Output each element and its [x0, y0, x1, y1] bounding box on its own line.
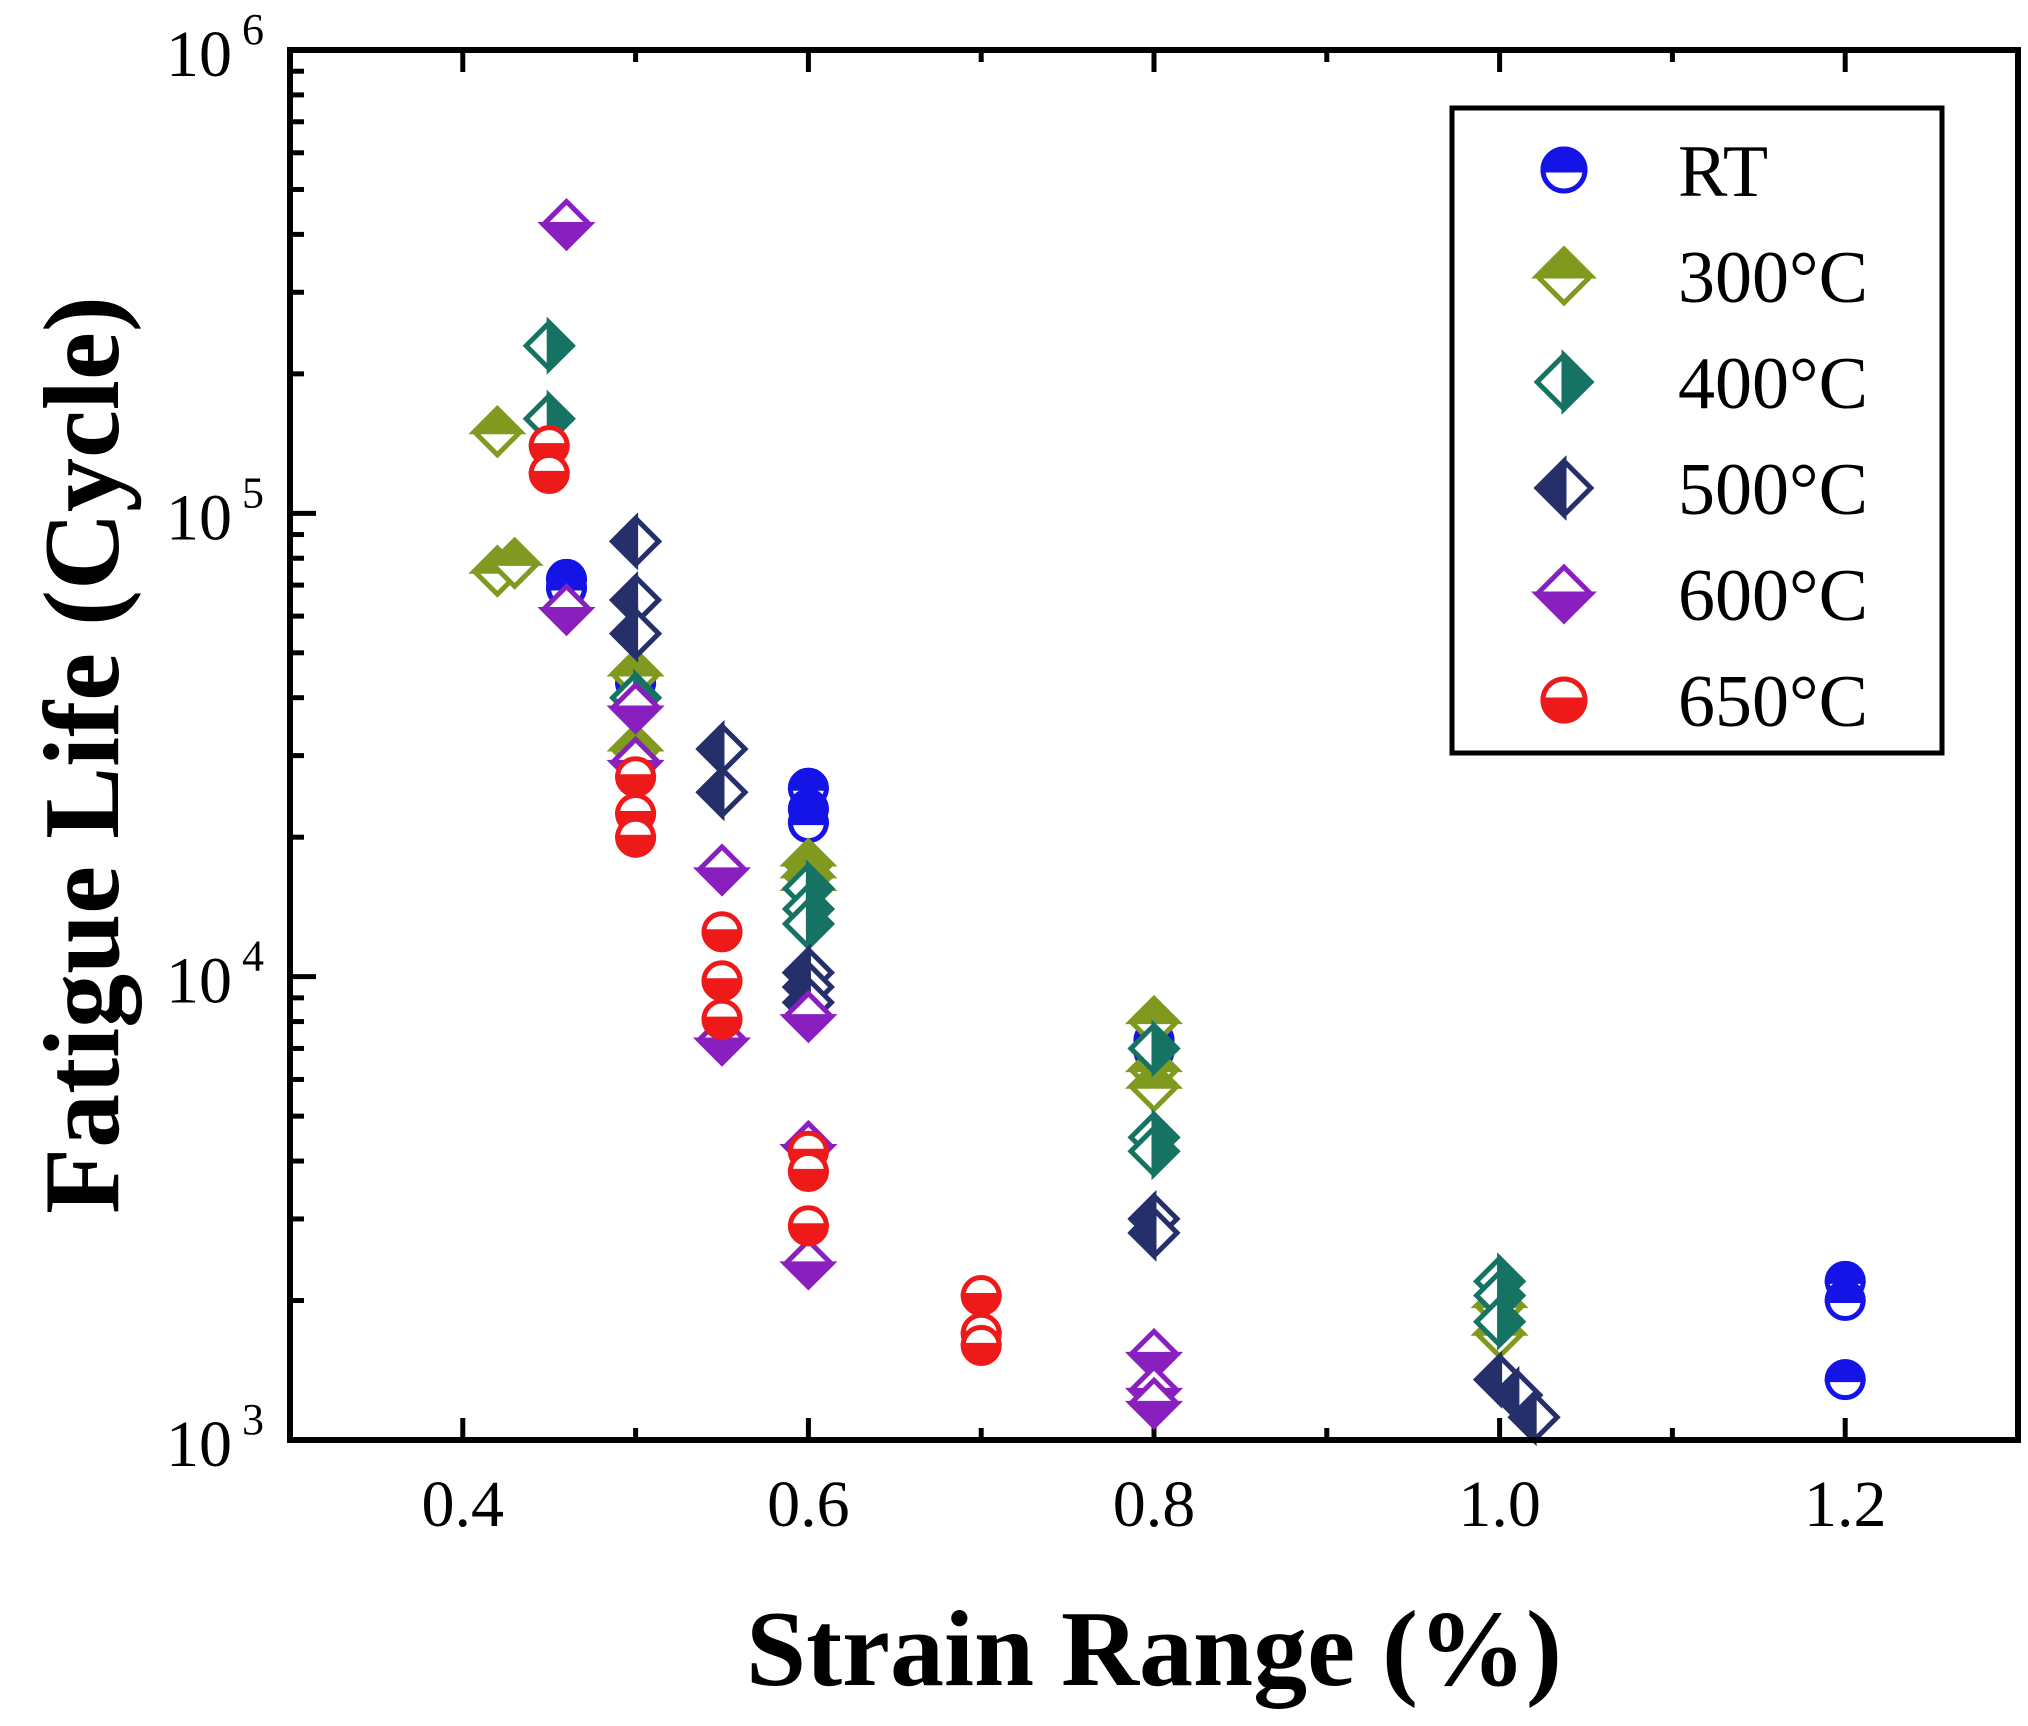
data-point [528, 452, 570, 494]
x-tick-label: 1.0 [1458, 1468, 1541, 1541]
legend-label: 300°C [1678, 237, 1868, 319]
data-point [960, 1275, 1002, 1317]
data-point [701, 998, 743, 1040]
data-point [692, 1013, 752, 1067]
legend-label: 650°C [1678, 661, 1868, 743]
data-point [522, 316, 576, 375]
data-points [468, 197, 1866, 1447]
data-point [615, 816, 657, 858]
x-tick-labels: 0.4 0.6 0.8 1.0 1.2 [422, 1468, 1887, 1541]
data-point [787, 1150, 829, 1192]
data-point [960, 1324, 1002, 1366]
data-point [615, 756, 657, 798]
data-point [609, 512, 663, 571]
y-tick-exponent: 4 [242, 932, 264, 981]
data-point [695, 719, 749, 779]
y-axis-title: Fatigue Life (Cycle) [23, 296, 142, 1214]
data-point [606, 681, 665, 735]
x-tick-label: 0.4 [422, 1468, 505, 1541]
y-tick-base: 10 [166, 481, 232, 554]
legend-label: 600°C [1678, 555, 1868, 637]
x-tick-label: 0.6 [767, 1468, 850, 1541]
data-point [1473, 1292, 1527, 1351]
data-point [468, 405, 527, 459]
data-point [609, 604, 663, 663]
x-tick-label: 0.8 [1113, 1468, 1196, 1541]
data-point [695, 763, 749, 822]
legend-box [1449, 105, 1945, 756]
data-point [1127, 1122, 1181, 1181]
y-tick-base: 10 [166, 18, 232, 91]
data-point [692, 843, 752, 897]
data-point [779, 1237, 838, 1291]
data-point [485, 536, 544, 590]
data-point [1507, 1388, 1561, 1447]
y-tick-label: 10 [166, 18, 232, 91]
legend: RT 300°C 400°C 500°C 600°C 650°C [1449, 105, 1945, 756]
data-point [537, 197, 596, 252]
legend-marker [1533, 349, 1595, 415]
data-point [1127, 1203, 1181, 1262]
data-point [1824, 1280, 1866, 1322]
legend-label: RT [1678, 131, 1768, 213]
data-point [779, 990, 838, 1044]
legend-marker [1540, 146, 1588, 194]
data-point [701, 960, 743, 1002]
x-axis-title: Strain Range (%) [746, 1590, 1562, 1709]
data-point [1127, 1019, 1181, 1078]
data-point [537, 582, 596, 637]
data-point [787, 1205, 829, 1247]
y-tick-exponent: 6 [242, 5, 264, 54]
data-point [1824, 1359, 1866, 1401]
data-point [781, 894, 835, 953]
legend-label: 400°C [1678, 343, 1868, 425]
y-tick-label: 10 [166, 481, 232, 554]
y-tick-exponent: 3 [242, 1395, 264, 1444]
y-tick-base: 10 [166, 1408, 232, 1481]
data-point [701, 911, 743, 953]
legend-marker [1533, 455, 1595, 521]
legend-marker [1531, 563, 1597, 625]
y-tick-label: 10 [166, 1408, 232, 1481]
x-tick-label: 1.2 [1804, 1468, 1887, 1541]
y-tick-label: 10 [166, 945, 232, 1018]
y-tick-base: 10 [166, 945, 232, 1018]
data-point [787, 802, 829, 844]
legend-marker [1540, 676, 1588, 724]
legend-label: 500°C [1678, 449, 1868, 531]
plot-area-frame [287, 47, 2021, 1443]
data-point [1124, 1376, 1184, 1430]
y-tick-exponent: 5 [242, 468, 264, 517]
legend-marker [1531, 245, 1597, 307]
